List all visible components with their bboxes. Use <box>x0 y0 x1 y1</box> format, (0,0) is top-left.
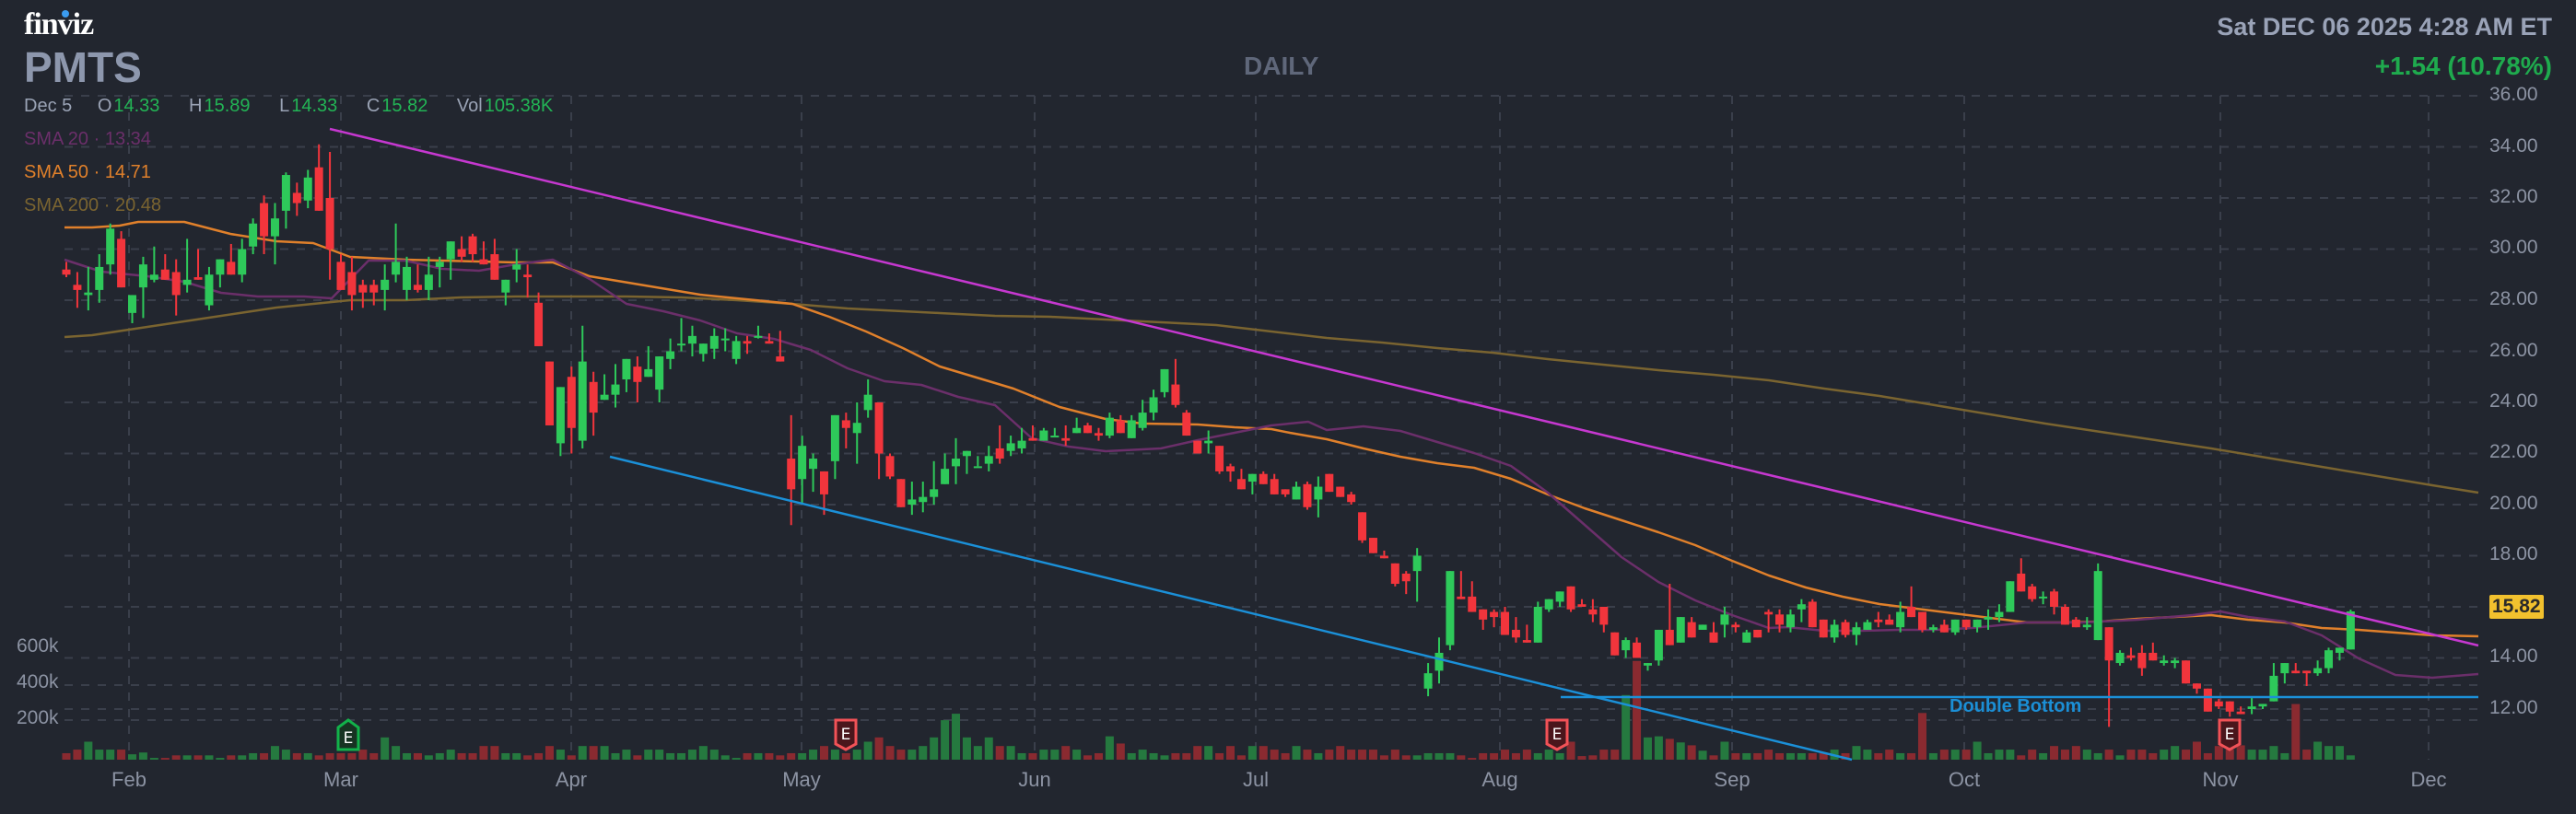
y-tick: 30.00 <box>2489 237 2538 258</box>
y-tick: 32.00 <box>2489 186 2538 207</box>
earnings-marker-icon[interactable]: E <box>834 718 858 751</box>
price-change: +1.54 (10.78%) <box>2374 52 2552 80</box>
resistance-trendline <box>329 127 2479 647</box>
finviz-logo[interactable]: finviz <box>24 7 94 41</box>
sma50-separator: · <box>93 162 105 182</box>
sma20-line <box>64 258 2479 680</box>
support-trendline <box>609 455 1853 762</box>
x-tick-dec: Dec <box>2410 768 2447 791</box>
ohlc-date: Dec 5 <box>24 96 73 116</box>
sma200-line <box>64 295 2479 494</box>
x-tick-jul: Jul <box>1242 768 1270 791</box>
earnings-marker-icon[interactable]: E <box>336 718 360 751</box>
sma20-legend[interactable]: SMA 20 · 13.34 <box>24 129 151 150</box>
y-tick: 12.00 <box>2489 697 2538 718</box>
open-value: 14.33 <box>113 96 160 116</box>
svg-text:E: E <box>841 726 851 744</box>
high-label: H <box>189 96 203 116</box>
close-label: C <box>366 96 381 116</box>
y-tick: 24.00 <box>2489 390 2538 412</box>
sma20-label: SMA 20 <box>24 129 89 149</box>
y-tick: 20.00 <box>2489 493 2538 514</box>
svg-text:E: E <box>2225 726 2235 744</box>
volume-tick: 200k <box>17 707 59 728</box>
sma50-value: 14.71 <box>104 162 151 182</box>
sma50-legend[interactable]: SMA 50 · 14.71 <box>24 162 151 183</box>
x-tick-apr: Apr <box>555 768 588 791</box>
volume-tick: 400k <box>17 671 59 692</box>
x-tick-mar: Mar <box>323 768 358 791</box>
sma200-value: 20.48 <box>114 195 162 215</box>
sma200-separator: · <box>103 195 115 215</box>
y-tick: 14.00 <box>2489 645 2538 667</box>
sma20-separator: · <box>93 129 105 149</box>
earnings-marker-icon[interactable]: E <box>1545 718 1569 751</box>
sma200-label: SMA 200 <box>24 195 100 215</box>
sma200-legend[interactable]: SMA 200 · 20.48 <box>24 195 161 216</box>
ticker-symbol: PMTS <box>24 43 142 91</box>
volume-bars <box>62 660 2355 760</box>
timeframe-label: DAILY <box>1244 52 1319 80</box>
double-bottom-annotation[interactable]: Double Bottom <box>1950 696 2082 716</box>
trendlines[interactable] <box>329 127 2479 762</box>
x-tick-jun: Jun <box>1018 768 1051 791</box>
candlesticks <box>62 144 2355 727</box>
x-tick-nov: Nov <box>2202 768 2239 791</box>
open-label: O <box>97 96 112 116</box>
volume-label: Vol <box>456 96 483 116</box>
ohlc-bar: Dec 5 O 14.33 H 15.89 L 14.33 C 15.82 Vol 105… <box>24 96 577 117</box>
sma50-label: SMA 50 <box>24 162 89 182</box>
low-value: 14.33 <box>291 96 338 116</box>
earnings-marker-icon[interactable]: E <box>2218 718 2242 751</box>
logo-dot-icon <box>62 10 69 17</box>
x-tick-may: May <box>782 768 821 791</box>
y-tick: 28.00 <box>2489 288 2538 309</box>
low-label: L <box>279 96 290 116</box>
high-value: 15.89 <box>204 96 251 116</box>
sma20-value: 13.34 <box>104 129 151 149</box>
x-tick-feb: Feb <box>111 768 146 791</box>
x-tick-oct: Oct <box>1948 768 1981 791</box>
volume-tick: 600k <box>17 635 59 657</box>
x-tick-sep: Sep <box>1714 768 1751 791</box>
y-tick: 34.00 <box>2489 135 2538 157</box>
y-tick: 22.00 <box>2489 441 2538 462</box>
y-tick: 26.00 <box>2489 340 2538 361</box>
svg-text:E: E <box>344 729 354 748</box>
y-tick: 18.00 <box>2489 543 2538 564</box>
volume-value: 105.38K <box>484 96 554 116</box>
last-price-tag: 15.82 <box>2489 595 2544 619</box>
x-tick-aug: Aug <box>1481 768 1518 791</box>
close-value: 15.82 <box>381 96 428 116</box>
svg-text:E: E <box>1552 726 1563 744</box>
y-tick: 36.00 <box>2489 84 2538 105</box>
datetime: Sat DEC 06 2025 4:28 AM ET <box>2217 13 2552 41</box>
